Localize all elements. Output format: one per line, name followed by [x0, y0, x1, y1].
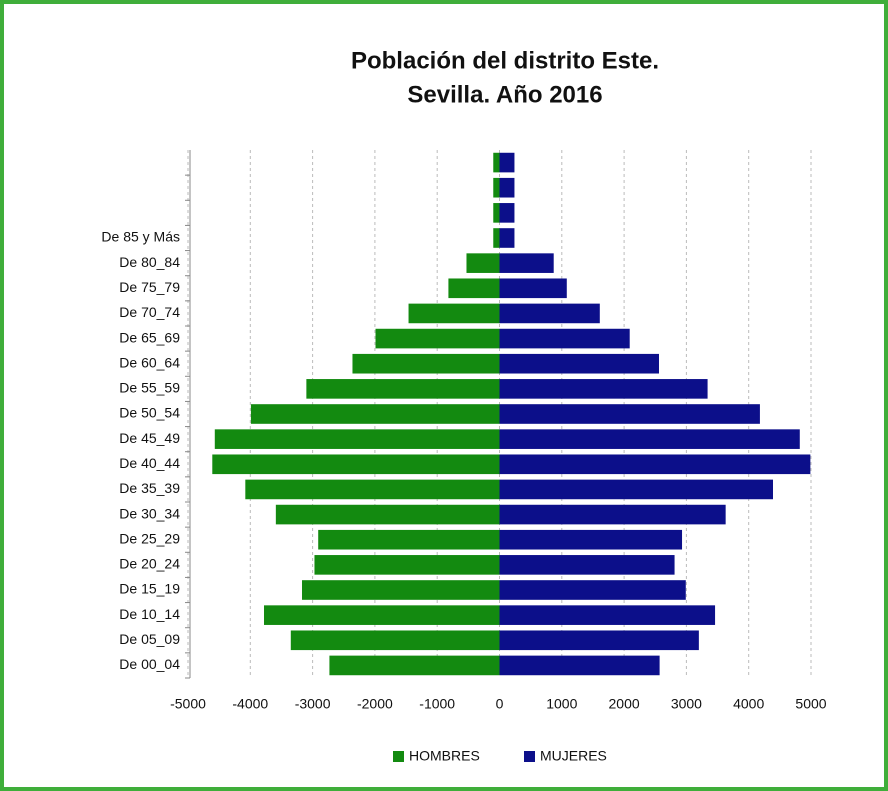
bar: [245, 479, 500, 500]
bar: [499, 379, 708, 399]
bar: [499, 605, 716, 625]
bar: [290, 630, 500, 651]
y-tick-label: De 60_64: [119, 354, 180, 370]
x-tick-label: 5000: [795, 696, 826, 712]
y-tick-label: De 75_79: [119, 279, 180, 295]
bar: [499, 580, 686, 600]
x-tick-label: -2000: [357, 696, 393, 712]
bar: [499, 630, 699, 651]
bar: [408, 303, 500, 324]
y-tick-label: De 20_24: [119, 556, 180, 572]
bar: [493, 177, 500, 198]
bar: [499, 278, 567, 299]
legend-label: HOMBRES: [409, 748, 480, 764]
bar: [499, 353, 659, 374]
legend-label: MUJERES: [540, 748, 607, 764]
x-tick-label: -1000: [419, 696, 455, 712]
x-tick-label: 4000: [733, 696, 764, 712]
y-tick-label: De 65_69: [119, 329, 180, 345]
bar: [212, 454, 500, 475]
y-tick-label: De 15_19: [119, 581, 180, 597]
chart-title: Población del distrito Este.: [351, 47, 659, 74]
x-tick-label: 2000: [609, 696, 640, 712]
bar: [466, 253, 500, 273]
y-tick-label: De 35_39: [119, 480, 180, 496]
y-tick-label: De 45_49: [119, 430, 180, 446]
bar: [499, 228, 515, 248]
bar: [499, 655, 660, 676]
y-tick-label: De 40_44: [119, 455, 180, 471]
bar: [499, 479, 773, 500]
y-tick-label: De 05_09: [119, 631, 180, 647]
x-tick-label: -3000: [295, 696, 331, 712]
bar: [329, 655, 500, 676]
bar: [448, 278, 500, 299]
bar: [493, 203, 500, 223]
y-tick-label: De 85 y Más: [101, 229, 180, 245]
bar: [499, 253, 554, 273]
bar: [499, 529, 683, 550]
bar: [499, 555, 675, 575]
y-tick-label: De 55_59: [119, 380, 180, 396]
bar: [306, 379, 500, 399]
bar: [375, 328, 500, 349]
y-tick-label: De 80_84: [119, 254, 180, 270]
bar: [499, 429, 800, 449]
chart-title: Sevilla. Año 2016: [407, 81, 602, 108]
bar: [499, 454, 811, 475]
bar: [314, 555, 500, 575]
bar: [214, 429, 500, 449]
x-tick-label: -4000: [232, 696, 268, 712]
y-tick-label: De 50_54: [119, 405, 180, 421]
y-tick-label: De 10_14: [119, 606, 180, 622]
bar: [499, 177, 515, 198]
bar: [275, 504, 500, 525]
y-tick-label: De 30_34: [119, 505, 180, 521]
legend-swatch: [393, 751, 404, 762]
bar: [250, 404, 500, 424]
bar: [499, 504, 726, 525]
bar: [499, 152, 515, 173]
y-tick-label: De 00_04: [119, 656, 180, 672]
bar: [302, 580, 500, 600]
bar: [493, 152, 500, 173]
bar: [499, 303, 600, 324]
x-tick-label: -5000: [170, 696, 206, 712]
bar: [318, 529, 500, 550]
bar: [493, 228, 500, 248]
bar: [499, 328, 630, 349]
legend-swatch: [524, 751, 535, 762]
bar: [264, 605, 500, 625]
x-tick-label: 1000: [546, 696, 577, 712]
y-tick-label: De 25_29: [119, 530, 180, 546]
x-tick-label: 0: [496, 696, 504, 712]
bar: [499, 404, 760, 424]
bar: [352, 353, 500, 374]
y-tick-label: De 70_74: [119, 304, 180, 320]
bar: [499, 203, 515, 223]
x-tick-label: 3000: [671, 696, 702, 712]
